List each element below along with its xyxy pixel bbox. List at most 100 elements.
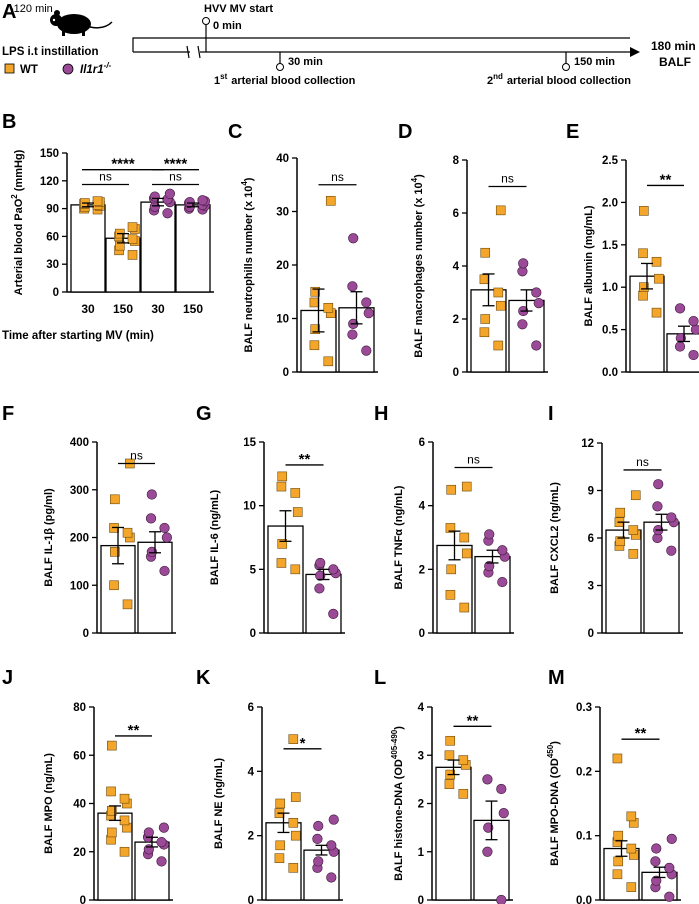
- data-point-wt: [309, 297, 320, 308]
- data-point-wt: [323, 302, 334, 313]
- data-point-wt: [493, 340, 504, 351]
- y-axis-label-part: 450: [546, 744, 555, 758]
- data-point-wt: [288, 734, 299, 744]
- timeline-axis: [132, 37, 630, 52]
- significance-label: **: [660, 171, 672, 188]
- panel-letter-h: H: [374, 403, 388, 425]
- y-axis-label-part: 4: [240, 181, 249, 186]
- chart-c: C 0 10 20 30 40 BALF neutrophills number (x 10…: [228, 121, 378, 379]
- y-axis-label: BALF CXCL2 (ng/mL): [549, 482, 561, 594]
- data-point-wt: [651, 256, 662, 267]
- data-point-wt: [459, 532, 470, 543]
- y-axis-label-part: 2: [10, 194, 19, 199]
- y-axis-label-part: BALF albumin (mg/mL): [583, 205, 595, 326]
- legend-wt-label: WT: [20, 64, 38, 76]
- significance-label: **: [467, 712, 479, 729]
- data-point-wt: [288, 863, 299, 873]
- y-tick-label: 0: [83, 628, 89, 640]
- y-tick-label: 60: [46, 231, 59, 243]
- y-tick-label: 100: [70, 580, 89, 592]
- y-tick-label: 6: [419, 437, 425, 449]
- mouse-icon: [50, 10, 113, 36]
- y-tick-label: 12: [581, 438, 594, 450]
- bar: [305, 573, 342, 634]
- y-tick-label: 40: [276, 153, 289, 165]
- data-point-wt: [276, 481, 287, 492]
- y-axis-label-part: ): [243, 177, 255, 181]
- data-point-wt: [127, 234, 138, 244]
- y-tick-label: 3: [588, 581, 594, 593]
- data-point-wt: [444, 779, 455, 790]
- y-axis-label-part: BALF NE (ng/mL): [213, 758, 225, 849]
- second-collection-label: 2nd arterial blood collection: [487, 72, 631, 87]
- data-point-wt: [459, 602, 470, 613]
- data-point-ko: [326, 872, 337, 883]
- significance-label: ns: [501, 172, 514, 186]
- y-tick-label: 0: [283, 367, 289, 379]
- data-point-ko: [326, 840, 337, 851]
- data-point-wt: [626, 843, 637, 854]
- y-tick-label: 9: [588, 486, 594, 498]
- legend-ko-label: Il1r1-/-: [80, 61, 112, 76]
- y-tick-label: 150: [40, 148, 59, 160]
- chart-k: K 0 2 4 6 BALF NE (ng/mL) *: [196, 667, 343, 904]
- y-tick-label: 60: [73, 750, 86, 762]
- data-point-ko: [484, 561, 495, 572]
- chart-h: H 0 2 4 6 BALF TNFα (ng/mL) ns: [374, 403, 514, 640]
- data-point-ko: [483, 822, 494, 833]
- data-point-ko: [312, 833, 323, 844]
- legend-ko-marker: [62, 63, 74, 75]
- y-tick-label: 1.5: [602, 240, 619, 252]
- data-point-wt: [612, 869, 623, 880]
- data-point-wt: [106, 786, 116, 797]
- y-tick-label: 0.0: [576, 895, 592, 904]
- y-tick-label: 0.1: [576, 831, 593, 843]
- y-axis-label: BALF IL-1β (pg/ml): [43, 488, 55, 587]
- data-point-wt: [119, 793, 130, 804]
- data-point-wt: [309, 340, 320, 351]
- chart-i: I 0 3 6 9 12 BALF CXCL2 (ng/mL) ns: [548, 403, 683, 640]
- data-point-wt: [495, 205, 506, 216]
- data-point-ko: [533, 298, 544, 309]
- data-point-wt: [626, 811, 637, 822]
- significance-label: **: [635, 725, 647, 742]
- y-tick-label: 2: [418, 799, 424, 811]
- data-point-ko: [498, 808, 509, 819]
- chart-g: G 0 5 10 15 BALF IL-6 (ng/mL) **: [196, 403, 345, 640]
- x-axis-label: Time after starting MV (min): [2, 330, 154, 342]
- significance-label: ns: [636, 455, 649, 469]
- data-point-ko: [690, 324, 699, 335]
- data-point-wt: [493, 287, 504, 298]
- y-axis-label: BALF macrophages number (x 104): [410, 174, 425, 358]
- data-point-wt: [290, 792, 301, 802]
- data-point-ko: [313, 856, 324, 867]
- data-point-wt: [122, 527, 133, 538]
- panel-letter-g: G: [196, 403, 212, 425]
- data-point-wt: [445, 523, 456, 533]
- data-point-wt: [458, 755, 469, 765]
- y-tick-label: 0: [588, 628, 594, 640]
- data-point-ko: [652, 501, 663, 512]
- bar: [175, 204, 211, 293]
- data-point-wt: [274, 853, 285, 863]
- data-point-ko: [482, 774, 493, 785]
- data-point-ko: [328, 564, 339, 575]
- data-point-wt: [275, 840, 286, 851]
- data-point-ko: [484, 529, 495, 540]
- data-point-wt: [288, 817, 299, 828]
- data-point-wt: [127, 250, 138, 260]
- data-point-wt: [127, 222, 138, 232]
- y-axis-label-part: 4: [410, 177, 419, 182]
- y-axis-label-part: BALF neutrophills number (x 10: [243, 186, 255, 353]
- t180-label: 180 min: [651, 39, 696, 53]
- data-point-wt: [276, 558, 287, 568]
- panel-letter-m: M: [548, 667, 565, 689]
- chart-j: J 0 20 40 60 80 BALF MPO (ng/mL) **: [2, 667, 173, 904]
- data-point-ko: [496, 783, 507, 795]
- data-point-ko: [497, 576, 508, 588]
- y-tick-label: 120: [40, 176, 59, 188]
- y-tick-label: 200: [70, 533, 89, 545]
- data-point-wt: [107, 740, 117, 751]
